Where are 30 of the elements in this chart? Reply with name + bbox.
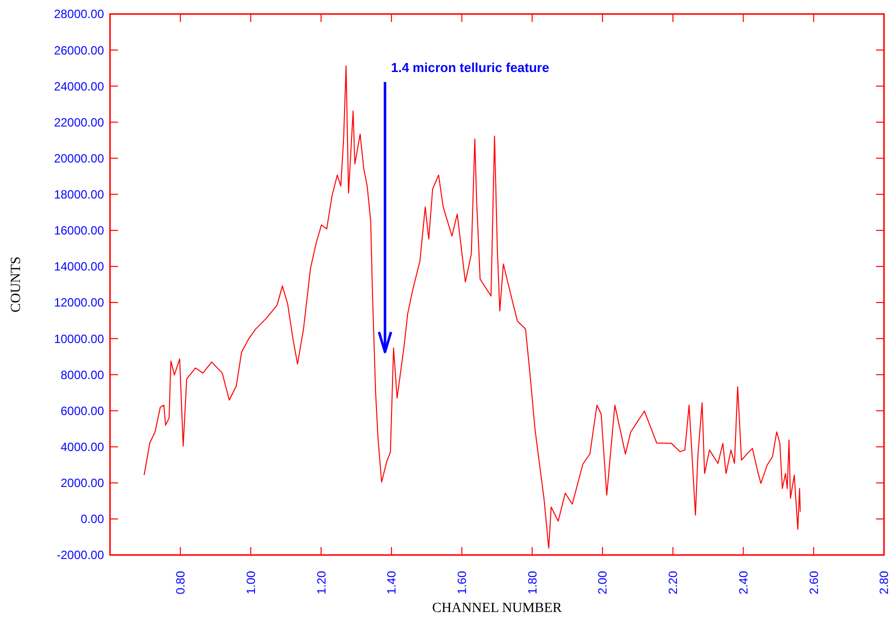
y-axis-title: COUNTS bbox=[9, 256, 24, 313]
y-tick-label: 28000.00 bbox=[54, 7, 104, 22]
y-tick-label: 14000.00 bbox=[54, 260, 104, 274]
y-tick-label: 22000.00 bbox=[54, 115, 104, 130]
annotation: 1.4 micron telluric feature bbox=[391, 60, 550, 75]
x-tick-label: 1.20 bbox=[314, 570, 328, 594]
y-tick-label: 6000.00 bbox=[60, 404, 104, 418]
y-tick-label: 18000.00 bbox=[54, 188, 104, 202]
y-tick-label: 0.00 bbox=[80, 512, 104, 526]
y-tick-label: 16000.00 bbox=[54, 224, 104, 238]
x-tick-label: 1.60 bbox=[455, 570, 470, 594]
y-tick-label: 8000.00 bbox=[60, 368, 104, 382]
y-tick-label: 24000.00 bbox=[54, 79, 104, 94]
x-tick-label: 1.80 bbox=[525, 570, 540, 594]
x-tick-label: 2.20 bbox=[666, 570, 680, 594]
y-tick-label: 20000.00 bbox=[54, 151, 104, 166]
x-tick-label: 2.00 bbox=[596, 570, 610, 594]
x-tick-label: 1.00 bbox=[244, 570, 258, 594]
y-tick-label: 26000.00 bbox=[54, 43, 104, 58]
y-tick-label: 2000.00 bbox=[60, 476, 104, 490]
y-tick-label: 12000.00 bbox=[54, 296, 104, 310]
x-tick-label: 2.40 bbox=[736, 570, 750, 594]
y-tick-label: 4000.00 bbox=[60, 440, 104, 454]
y-tick-label: 10000.00 bbox=[54, 332, 104, 346]
x-tick-label: 2.80 bbox=[877, 570, 892, 594]
x-tick-label: 0.80 bbox=[174, 570, 188, 594]
x-tick-label: 2.60 bbox=[806, 570, 821, 594]
y-tick-label: -2000.00 bbox=[56, 548, 104, 562]
x-tick-label: 1.40 bbox=[384, 570, 399, 594]
x-axis-title: CHANNEL NUMBER bbox=[432, 601, 563, 616]
